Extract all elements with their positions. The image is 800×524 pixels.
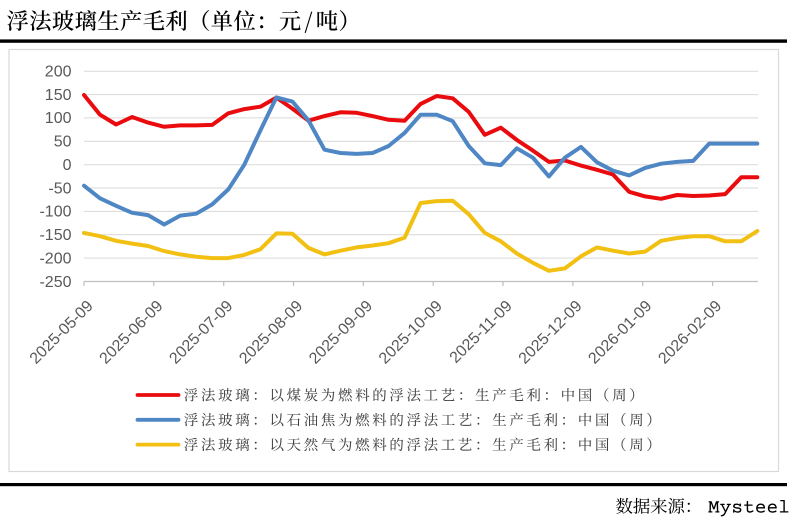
svg-text:200: 200	[45, 64, 72, 81]
svg-text:0: 0	[63, 157, 72, 174]
svg-text:-100: -100	[39, 204, 71, 221]
svg-text:-250: -250	[39, 274, 71, 291]
svg-text:100: 100	[45, 110, 72, 127]
svg-text:-200: -200	[39, 250, 71, 267]
svg-text:-150: -150	[39, 227, 71, 244]
svg-text:-50: -50	[48, 180, 71, 197]
svg-text:50: 50	[54, 134, 72, 151]
svg-text:150: 150	[45, 87, 72, 104]
